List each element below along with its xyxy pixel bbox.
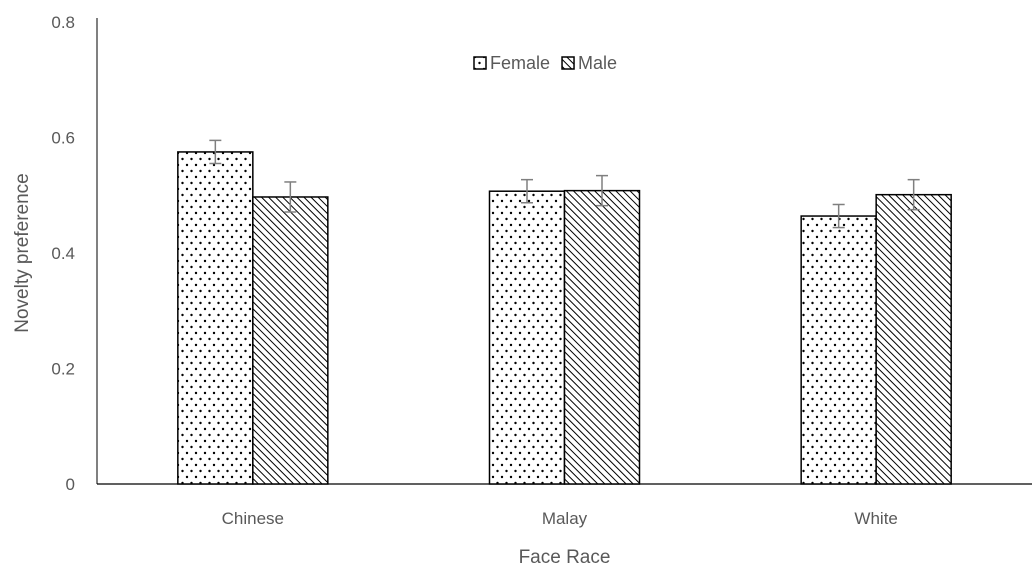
bar-male-malay bbox=[563, 189, 641, 485]
legend-label: Male bbox=[578, 53, 617, 73]
error-bar-female-malay bbox=[521, 178, 533, 204]
x-tick-label: Malay bbox=[542, 509, 588, 528]
x-tick-label: Chinese bbox=[222, 509, 284, 528]
bar-male-chinese bbox=[252, 196, 329, 485]
error-bar-male-white bbox=[907, 178, 920, 211]
y-tick-label: 0.6 bbox=[51, 129, 75, 148]
labels: 0 0.2 0.4 0.6 0.8 Chinese Malay White Face Race N… bbox=[12, 13, 898, 568]
error-bar-male-malay bbox=[596, 174, 608, 207]
legend-label: Female bbox=[490, 53, 550, 73]
y-tick-label: 0.2 bbox=[51, 360, 75, 379]
y-tick-label: 0 bbox=[66, 475, 75, 494]
bars bbox=[177, 139, 952, 485]
x-axis-title: Face Race bbox=[519, 547, 611, 568]
x-tick-label: White bbox=[854, 509, 897, 528]
y-axis-title: Novelty preference bbox=[12, 173, 33, 332]
error-bar-male-chinese bbox=[284, 181, 297, 213]
bar-female-white bbox=[800, 215, 877, 485]
y-tick-label: 0.8 bbox=[51, 13, 75, 32]
bar-female-malay bbox=[488, 190, 566, 485]
legend-item-male: Male bbox=[561, 53, 617, 73]
bar-female-chinese bbox=[177, 151, 254, 485]
legend: Female Male bbox=[473, 53, 617, 73]
legend-swatch bbox=[561, 56, 575, 70]
y-tick-label: 0.4 bbox=[51, 244, 75, 263]
legend-swatch bbox=[473, 56, 487, 70]
error-bar-female-white bbox=[832, 203, 845, 229]
bar-male-white bbox=[875, 193, 952, 485]
error-bar-female-chinese bbox=[209, 139, 222, 165]
legend-item-female: Female bbox=[473, 53, 550, 73]
